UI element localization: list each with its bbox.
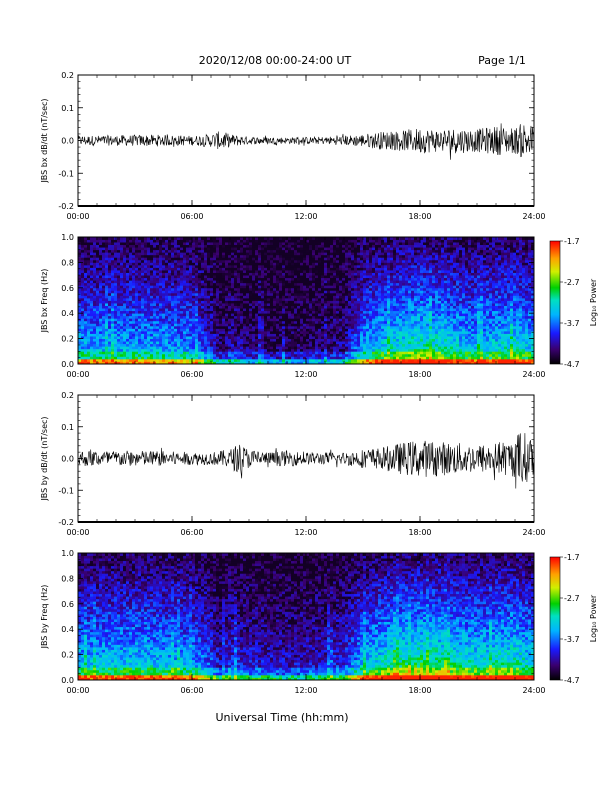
x-tick-label: 24:00 [522, 528, 545, 537]
series-line-3 [77, 433, 535, 489]
y-tick-label: 0.8 [61, 258, 74, 267]
colorbar-label-2: Log₁₀ Power [589, 278, 598, 326]
panel-2: -1.7 -2.7 -3.7 -4.7 Log₁₀ Power 1.0 0.8 0.6 0.4 0… [40, 233, 598, 379]
x-tick-label: 12:00 [294, 686, 317, 695]
y-tick-label: -0.2 [58, 202, 74, 211]
colorbar-tick-label: -4.7 [564, 360, 580, 369]
x-tick-label: 12:00 [294, 370, 317, 379]
x-tick-label: 00:00 [66, 686, 89, 695]
x-tick-label: 06:00 [180, 686, 203, 695]
y-tick-label: -0.1 [58, 486, 74, 495]
y-tick-label: 0.2 [61, 335, 74, 344]
x-tick-label: 12:00 [294, 212, 317, 221]
spectrogram-cells-2 [78, 237, 535, 365]
x-tick-label: 06:00 [180, 212, 203, 221]
y-tick-label: 1.0 [61, 549, 74, 558]
y-axis-label-2: JBS bx Freq (Hz) [40, 269, 49, 334]
y-tick-label: -0.2 [58, 518, 74, 527]
colorbar-tick-label: -3.7 [564, 319, 580, 328]
y-tick-label: 0.4 [61, 625, 74, 634]
panels: 0.20.10.0-0.1-0.200:00 06:00 12:00 18:00 24:… [40, 71, 598, 695]
y-tick-label: 0.2 [61, 651, 74, 660]
y-tick-label: -0.1 [58, 169, 74, 178]
x-tick-label: 24:00 [522, 212, 545, 221]
panel-1: 0.2 0.1 0.0 -0.1 -0.200:00 06:00 12:00 18:00 24:… [40, 71, 546, 221]
y-tick-label: 0.2 [61, 71, 74, 80]
y-tick-label: 0.1 [61, 104, 74, 113]
colorbar-4 [549, 556, 561, 681]
x-tick-label: 18:00 [408, 212, 431, 221]
y-tick-label: 0.2 [61, 391, 74, 400]
colorbar-tick-label: -3.7 [564, 635, 580, 644]
y-tick-label: 0.0 [61, 455, 74, 464]
colorbar-tick-label: -1.7 [564, 553, 580, 562]
page-indicator: Page 1/1 [478, 54, 526, 67]
x-tick-label: 00:00 [66, 528, 89, 537]
x-axis-title: Universal Time (hh:mm) [216, 711, 349, 724]
colorbar-tick-label: -2.7 [564, 278, 580, 287]
series-line-1 [77, 123, 535, 160]
x-tick-label: 06:00 [180, 528, 203, 537]
x-tick-label: 24:00 [522, 686, 545, 695]
y-axis-label-1: JBS bx dB/dt (nT/sec) [40, 98, 49, 183]
panel-3: 0.2 0.1 0.0 -0.1 -0.200:00 06:00 12:00 18:00 24:… [40, 391, 546, 537]
x-tick-label: 00:00 [66, 370, 89, 379]
colorbar-label-4: Log₁₀ Power [589, 594, 598, 642]
x-tick-label: 00:00 [66, 212, 89, 221]
y-axis-label-3: JBS by dB/dt (nT/sec) [40, 416, 49, 501]
x-tick-label: 24:00 [522, 370, 545, 379]
colorbar-tick-label: -4.7 [564, 676, 580, 685]
colorbar-tick-label: -2.7 [564, 594, 580, 603]
y-tick-label: 0.0 [61, 360, 74, 369]
x-tick-label: 18:00 [408, 686, 431, 695]
colorbar-tick-label: -1.7 [564, 237, 580, 246]
colorbar-2 [549, 240, 561, 365]
figure-title: 2020/12/08 00:00-24:00 UT [199, 54, 352, 67]
y-tick-label: 0.4 [61, 309, 74, 318]
y-tick-label: 0.0 [61, 137, 74, 146]
panel-4: -1.7 -2.7 -3.7 -4.7 Log₁₀ Power 1.0 0.8 0.6 0.4 0… [40, 549, 598, 695]
y-tick-label: 0.1 [61, 423, 74, 432]
spectrogram-cells-4 [78, 553, 535, 681]
y-tick-label: 0.6 [61, 600, 74, 609]
y-tick-label: 0.6 [61, 284, 74, 293]
y-tick-label: 0.8 [61, 574, 74, 583]
x-tick-label: 12:00 [294, 528, 317, 537]
x-tick-label: 18:00 [408, 370, 431, 379]
y-tick-label: 0.0 [61, 676, 74, 685]
x-tick-label: 18:00 [408, 528, 431, 537]
x-tick-label: 06:00 [180, 370, 203, 379]
y-axis-label-4: JBS by Freq (Hz) [40, 585, 49, 650]
y-tick-label: 1.0 [61, 233, 74, 242]
